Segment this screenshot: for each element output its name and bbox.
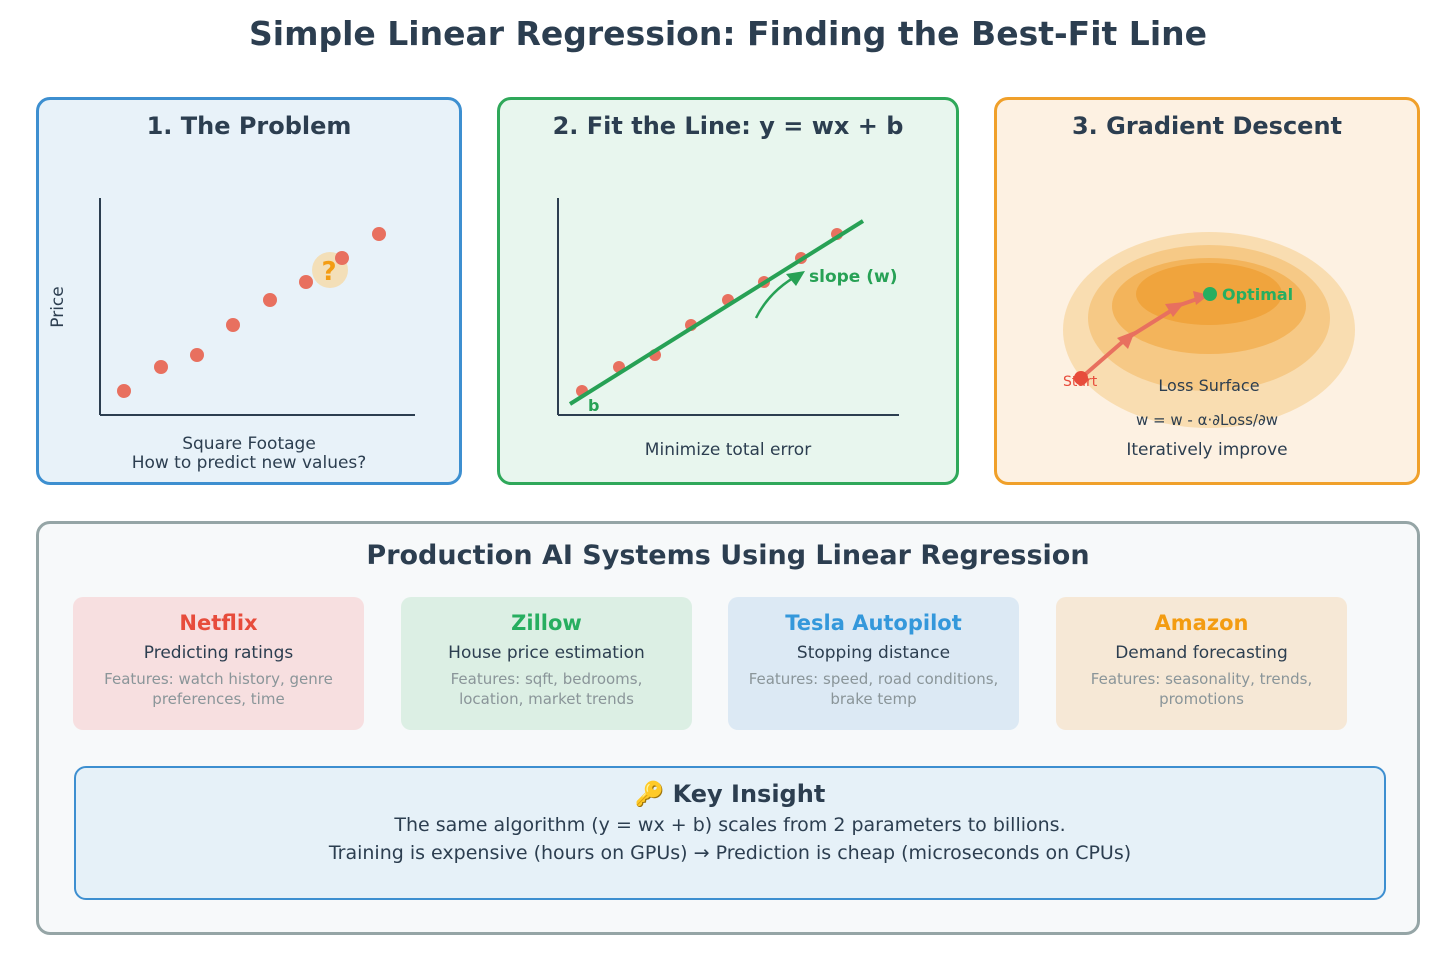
problem-caption: How to predict new values?: [131, 453, 367, 473]
descent-step-2: [1127, 305, 1179, 339]
key-insight-box: 🔑 Key Insight The same algorithm (y = wx …: [74, 766, 1386, 900]
data-point: [372, 227, 386, 241]
card-zillow: Zillow House price estimation Features: …: [401, 597, 692, 730]
slope-arrowhead: [786, 271, 805, 286]
card-features: Features: watch history, genre preferenc…: [104, 670, 333, 708]
data-point: [335, 251, 349, 265]
data-point: [190, 348, 204, 362]
key-insight-line-2: Training is expensive (hours on GPUs) → …: [328, 842, 1132, 864]
card-name: Tesla Autopilot: [785, 611, 962, 635]
fit-caption: Minimize total error: [644, 440, 812, 460]
card-features: Features: seasonality, trends, promotion…: [1090, 670, 1313, 708]
data-point: [226, 318, 240, 332]
start-point: [1074, 371, 1088, 385]
data-point: [263, 293, 277, 307]
data-points: [117, 227, 386, 398]
card-tesla-autopilot: Tesla Autopilot Stopping distance Featur…: [728, 597, 1019, 730]
card-description: House price estimation: [448, 643, 645, 663]
data-points: [576, 228, 843, 397]
fit-panel-title: 2. Fit the Line: y = wx + b: [552, 112, 904, 140]
loss-surface-label: Loss Surface: [1158, 376, 1259, 395]
key-insight-line-1: The same algorithm (y = wx + b) scales f…: [394, 814, 1066, 836]
loss-surface-diagram: Start Optimal Loss Surface: [1063, 232, 1355, 428]
page-title: Simple Linear Regression: Finding the Be…: [248, 14, 1208, 53]
optimal-label: Optimal: [1222, 285, 1293, 304]
card-name: Zillow: [511, 611, 582, 635]
fit-panel: 2. Fit the Line: y = wx + b slope (w) b …: [497, 97, 959, 485]
card-name: Amazon: [1154, 611, 1249, 635]
gradient-panel-title: 3. Gradient Descent: [1071, 112, 1343, 140]
optimal-point: [1203, 287, 1217, 301]
y-axis-label: Price: [48, 286, 68, 327]
gradient-panel: 3. Gradient Descent Start Optimal Loss S…: [994, 97, 1420, 485]
problem-panel: 1. The Problem Price ? Square Footage Ho…: [36, 97, 462, 485]
production-title: Production AI Systems Using Linear Regre…: [366, 540, 1090, 571]
card-description: Stopping distance: [796, 643, 951, 663]
best-fit-line: [568, 219, 865, 406]
production-section: Production AI Systems Using Linear Regre…: [36, 521, 1420, 935]
data-point: [117, 384, 131, 398]
update-rule: w = w - α·∂Loss/∂w: [1136, 411, 1278, 429]
descent-step-1: [1079, 336, 1129, 380]
fit-line-plot: slope (w) b: [557, 198, 899, 416]
problem-scatter-plot: Price ?: [48, 198, 415, 416]
problem-panel-title: 1. The Problem: [146, 112, 352, 140]
card-netflix: Netflix Predicting ratings Features: wat…: [73, 597, 364, 730]
x-axis-label: Square Footage: [182, 434, 316, 454]
card-amazon: Amazon Demand forecasting Features: seas…: [1056, 597, 1347, 730]
key-insight-title: Key Insight: [672, 780, 826, 808]
gradient-caption: Iteratively improve: [1126, 440, 1288, 460]
start-label: Start: [1063, 374, 1098, 390]
intercept-label: b: [588, 396, 599, 415]
card-name: Netflix: [179, 611, 258, 635]
data-point: [154, 360, 168, 374]
key-icon: 🔑: [634, 780, 665, 808]
question-mark: ?: [321, 257, 336, 287]
data-point: [299, 275, 313, 289]
key-insight-heading: 🔑 Key Insight: [76, 780, 1384, 808]
card-description: Demand forecasting: [1115, 643, 1288, 663]
card-features: Features: sqft, bedrooms, location, mark…: [450, 670, 643, 708]
slope-label: slope (w): [809, 267, 898, 287]
card-features: Features: speed, road conditions, brake …: [748, 670, 999, 708]
card-description: Predicting ratings: [143, 643, 294, 663]
